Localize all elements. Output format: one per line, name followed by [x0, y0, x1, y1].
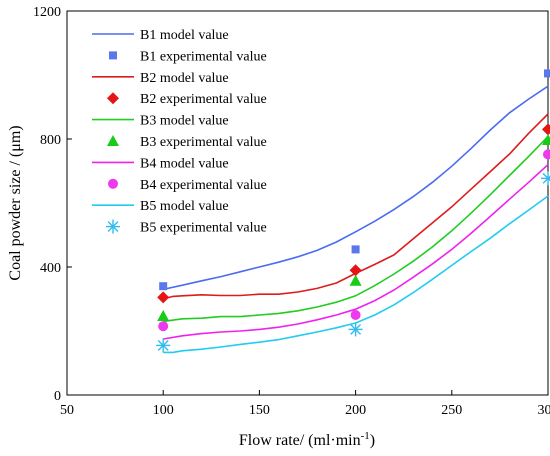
legend-item-10-swatch	[106, 219, 120, 234]
data-layer	[156, 69, 550, 354]
series-8-point-3	[543, 149, 550, 160]
legend-item-10-label: B5 experimental value	[140, 221, 267, 236]
x-tick-label-6: 300	[538, 403, 550, 418]
y-tick-label-4: 1200	[33, 5, 61, 20]
series-6-point-3	[542, 133, 550, 145]
x-tick-label-2: 100	[153, 403, 174, 418]
legend: B1 model value B1 experimental value B2 mo…	[92, 28, 267, 236]
series-4-point-2	[349, 264, 362, 277]
series-8-point-1	[158, 321, 169, 332]
ticks-layer: 50 100 150 200 250 300 0 400 800 1200	[33, 5, 550, 418]
legend-item-3-label: B2 model value	[140, 71, 229, 86]
x-tick-label-4: 200	[345, 403, 366, 418]
legend-item-6-swatch	[107, 135, 119, 146]
series-10-point-2	[348, 322, 363, 337]
legend-item-8-swatch	[108, 178, 118, 189]
legend-item-2-swatch	[109, 51, 117, 60]
series-8-point-2	[350, 310, 361, 320]
x-tick-label-3: 150	[249, 403, 270, 418]
y-axis-title: Coal powder size / (μm)	[7, 125, 24, 280]
series-10-point-1	[156, 338, 171, 353]
legend-item-4-label: B2 experimental value	[140, 92, 267, 107]
series-5-line	[163, 135, 549, 323]
y-tick-label-3: 800	[40, 133, 61, 148]
series-1-line	[163, 85, 549, 291]
plot-frame	[66, 10, 549, 396]
series-6-point-2	[349, 274, 362, 286]
x-axis-title: Flow rate/ (ml·min-1)	[239, 430, 375, 449]
series-7-line	[163, 164, 549, 340]
legend-item-8-label: B4 experimental value	[140, 178, 267, 193]
legend-item-6-label: B3 experimental value	[140, 135, 267, 150]
series-2-point-2	[351, 245, 360, 254]
y-tick-label-1: 0	[54, 389, 61, 404]
series-10-point-3	[541, 171, 550, 186]
legend-item-4-swatch	[107, 92, 119, 105]
x-tick-label-5: 250	[441, 403, 462, 418]
legend-item-9-label: B5 model value	[140, 199, 229, 214]
series-2-point-3	[544, 69, 550, 78]
legend-item-7-label: B4 model value	[140, 156, 229, 171]
series-6-point-1	[157, 309, 170, 321]
series-3-line	[162, 113, 549, 300]
y-tick-label-2: 400	[40, 261, 61, 276]
series-4-point-3	[542, 123, 550, 136]
x-tick-label-1: 50	[60, 403, 74, 418]
legend-item-5-label: B3 model value	[140, 114, 229, 129]
legend-item-1-label: B1 model value	[140, 28, 229, 43]
series-2-point-1	[159, 282, 168, 291]
series-9-line	[163, 195, 549, 354]
series-4-point-1	[157, 291, 170, 304]
legend-item-2-label: B1 experimental value	[140, 49, 267, 64]
